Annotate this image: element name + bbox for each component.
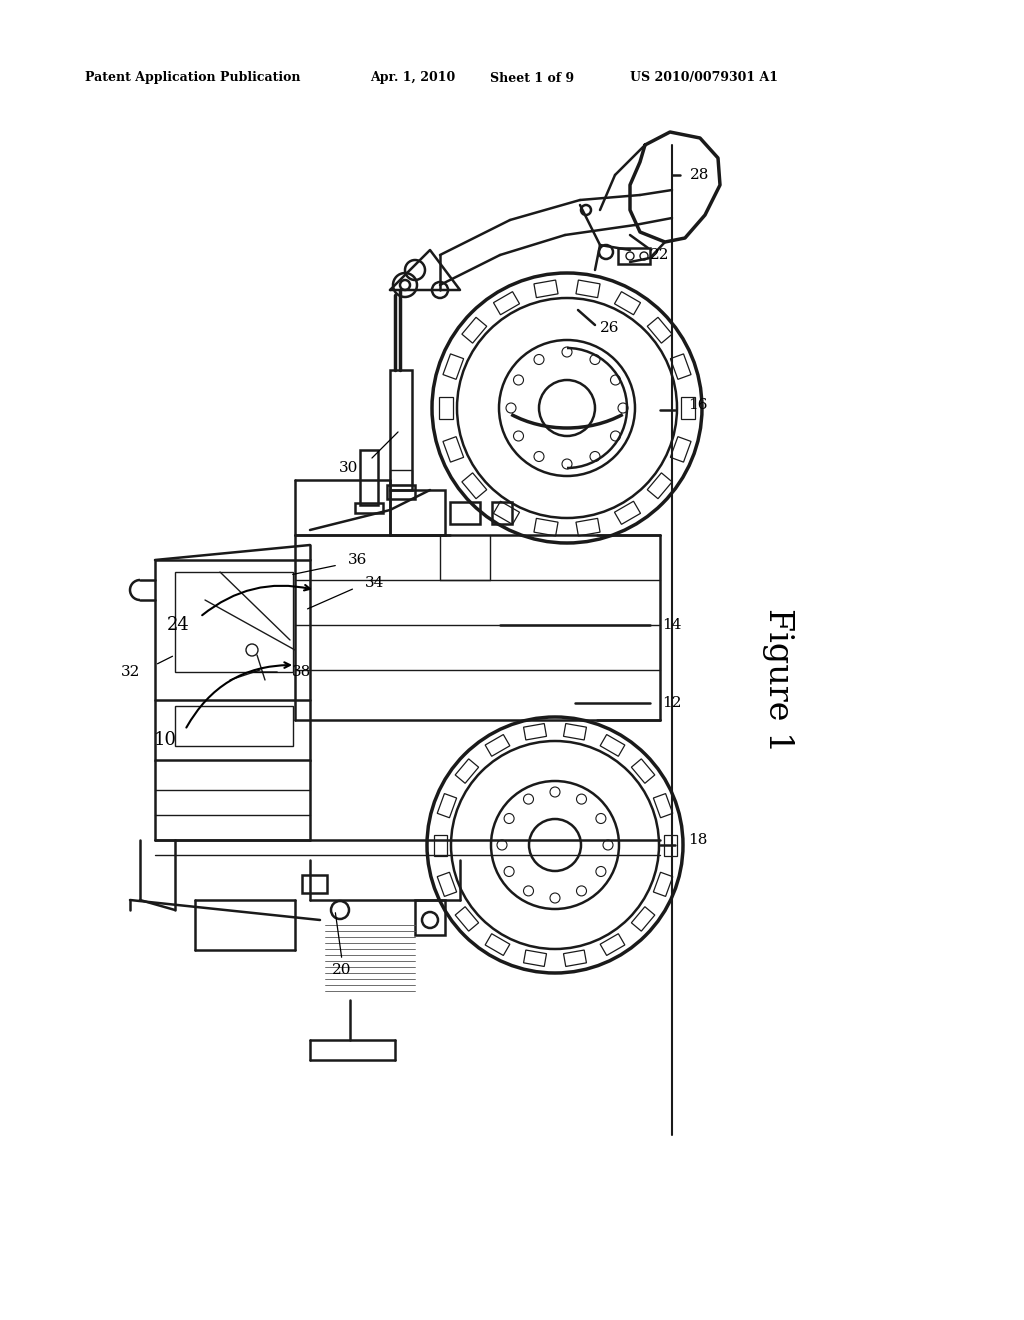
Text: US 2010/0079301 A1: US 2010/0079301 A1 [630,71,778,84]
Text: 26: 26 [600,321,620,335]
Bar [387,484,415,499]
Bar [485,933,510,956]
Bar [462,317,486,343]
Bar [647,317,672,343]
Bar [494,292,519,314]
Bar [443,354,464,379]
Bar [439,397,453,418]
Bar [647,473,672,499]
Text: 22: 22 [650,248,670,261]
Bar [671,354,691,379]
Text: 38: 38 [292,665,311,678]
Text: Apr. 1, 2010: Apr. 1, 2010 [370,71,456,84]
Text: 20: 20 [332,964,352,977]
Bar [390,470,412,484]
Text: Figure 1: Figure 1 [762,607,794,752]
Text: 14: 14 [662,618,682,632]
Bar [563,950,587,966]
Bar [456,907,478,931]
Bar [355,503,383,513]
Text: 24: 24 [167,616,189,634]
Bar [681,397,695,418]
Bar [632,759,654,783]
Bar [360,450,378,506]
Text: Patent Application Publication: Patent Application Publication [85,71,300,84]
Bar [462,473,486,499]
Bar [600,734,625,756]
Bar [302,875,327,894]
Bar [575,280,600,297]
Text: 16: 16 [688,399,708,412]
Bar [390,490,445,535]
Bar [618,248,650,264]
Bar [575,519,600,536]
Bar [653,873,673,896]
Bar [534,280,558,297]
Bar [664,834,677,855]
Text: Sheet 1 of 9: Sheet 1 of 9 [490,71,574,84]
Bar [653,793,673,818]
Text: 12: 12 [662,696,682,710]
Bar [433,834,446,855]
Text: 30: 30 [339,461,358,475]
Bar [632,907,654,931]
Bar [175,706,293,746]
Bar [155,560,310,760]
Bar [437,793,457,818]
Bar [600,933,625,956]
Text: 18: 18 [688,833,708,847]
Bar [492,502,512,524]
Bar [175,572,293,672]
Text: 10: 10 [154,731,176,748]
Bar [614,502,641,524]
Bar [671,437,691,462]
Bar [614,292,641,314]
Bar [523,950,547,966]
Text: 34: 34 [365,576,384,590]
Bar [485,734,510,756]
Bar [494,502,519,524]
Bar [450,502,480,524]
Bar [415,900,445,935]
Bar [534,519,558,536]
Bar [390,370,412,490]
Bar [443,437,464,462]
Text: 36: 36 [348,553,368,568]
Text: 28: 28 [690,168,710,182]
Bar [456,759,478,783]
Bar [437,873,457,896]
Bar [563,723,587,741]
Text: 32: 32 [121,665,140,678]
Bar [523,723,547,741]
